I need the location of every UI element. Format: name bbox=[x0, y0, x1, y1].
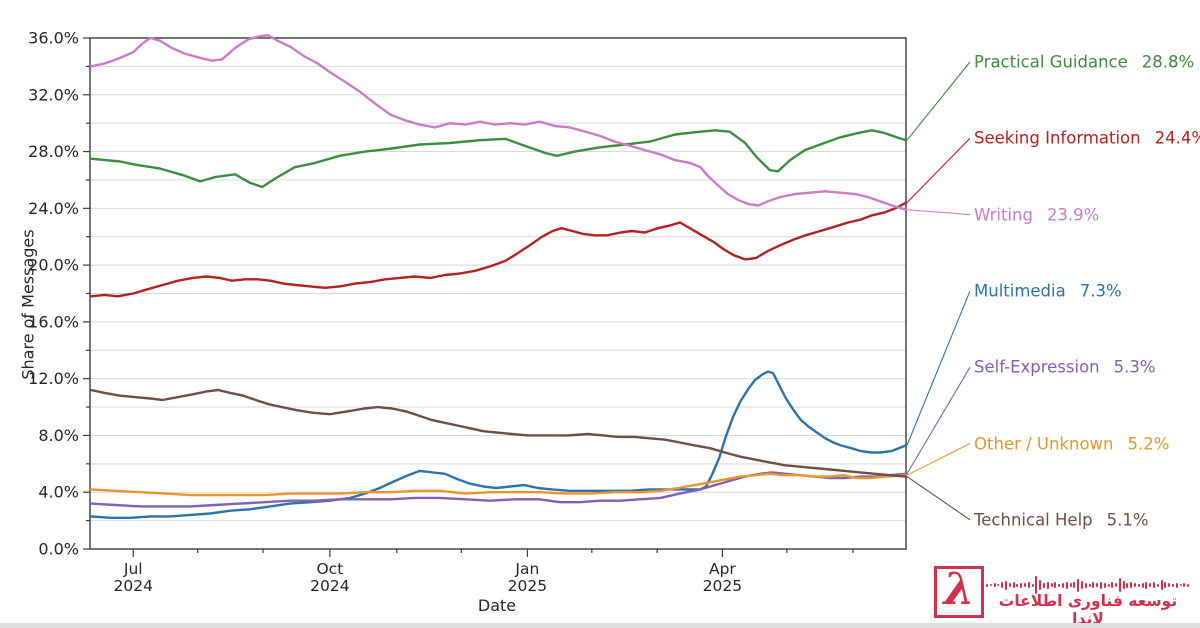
y-tick-label: 12.0% bbox=[28, 369, 79, 388]
y-tick-label: 32.0% bbox=[28, 85, 79, 104]
x-tick-label: Jan 2025 bbox=[508, 560, 547, 595]
y-tick-label: 16.0% bbox=[28, 312, 79, 331]
legend-leader-line bbox=[906, 61, 971, 141]
legend-leader-line bbox=[906, 476, 971, 521]
lambda-logo-box: λ bbox=[934, 566, 984, 618]
series-line-seeking-information bbox=[89, 201, 908, 298]
x-axis-title: Date bbox=[477, 596, 517, 615]
brand-logo: λ توسعه فناوری اطلاعات لاندا bbox=[928, 560, 1194, 628]
x-tick-label: Apr 2025 bbox=[703, 560, 742, 595]
series-line-practical-guidance bbox=[89, 129, 908, 189]
lambda-icon: λ bbox=[943, 564, 975, 615]
series-line-technical-help bbox=[89, 388, 908, 478]
y-tick-label: 0.0% bbox=[38, 540, 79, 559]
legend-leader-line bbox=[906, 290, 971, 446]
waveform-icon bbox=[986, 574, 1190, 596]
series-line-writing bbox=[89, 34, 908, 211]
series-line-multimedia bbox=[89, 370, 908, 519]
y-tick-label: 24.0% bbox=[28, 199, 79, 218]
x-tick-label: Oct 2024 bbox=[310, 560, 349, 595]
series-line-other-unknown bbox=[89, 472, 908, 497]
y-tick-label: 36.0% bbox=[28, 29, 79, 48]
y-axis-title: Share of Messages bbox=[18, 229, 38, 380]
y-tick-label: 8.0% bbox=[38, 426, 79, 445]
legend-leader-line bbox=[906, 137, 971, 204]
series-line-self-expression bbox=[89, 471, 908, 508]
y-tick-label: 28.0% bbox=[28, 142, 79, 161]
legend-leader-line bbox=[906, 366, 971, 475]
legend-leader-line bbox=[906, 209, 971, 216]
x-tick-label: Jul 2024 bbox=[114, 560, 153, 595]
y-tick-label: 4.0% bbox=[38, 483, 79, 502]
y-tick-label: 20.0% bbox=[28, 256, 79, 275]
legend-leader-line bbox=[906, 443, 971, 476]
bottom-border-strip bbox=[0, 623, 1200, 628]
